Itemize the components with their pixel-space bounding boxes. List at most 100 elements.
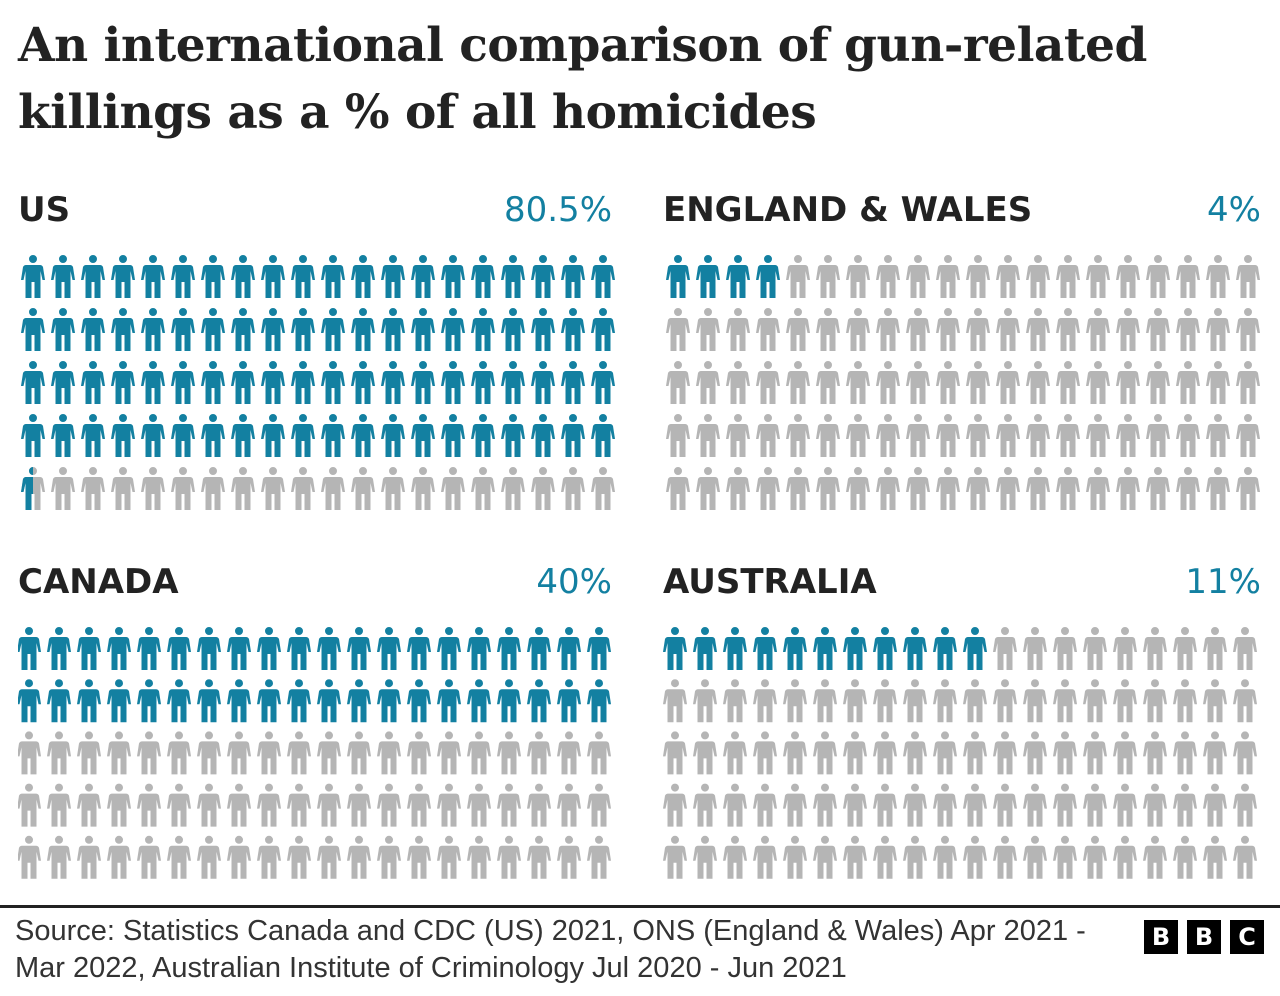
- person-icon: [1143, 783, 1167, 827]
- person-icon: [1113, 627, 1137, 670]
- person-icon: [786, 255, 810, 298]
- person-icon: [1116, 255, 1140, 298]
- person-icon: [1113, 783, 1137, 827]
- person-icon: [467, 783, 491, 827]
- person-icon: [873, 731, 897, 775]
- person-icon: [111, 414, 135, 457]
- person-icon: [996, 308, 1020, 351]
- person-icon: [1206, 255, 1230, 298]
- person-icon: [321, 414, 345, 457]
- person-icon: [906, 308, 930, 351]
- person-icon: [111, 308, 135, 351]
- person-icon: [21, 308, 45, 351]
- person-icon: [873, 679, 897, 723]
- person-icon: [693, 679, 717, 723]
- person-icon: [933, 783, 957, 827]
- person-icon: [377, 731, 401, 775]
- person-icon: [411, 361, 435, 404]
- icon-grid: [663, 627, 1257, 879]
- person-icon: [527, 835, 551, 879]
- person-icon: [846, 414, 870, 457]
- person-icon: [321, 361, 345, 404]
- person-icon: [77, 835, 101, 879]
- person-icon: [107, 679, 131, 723]
- person-icon: [666, 255, 690, 298]
- person-icon: [1056, 467, 1080, 510]
- person-icon: [1083, 679, 1107, 723]
- person-icon: [1206, 467, 1230, 510]
- person-icon: [201, 467, 225, 510]
- person-icon: [1116, 308, 1140, 351]
- person-icon: [993, 731, 1017, 775]
- person-icon: [906, 361, 930, 404]
- person-icon: [1206, 308, 1230, 351]
- person-icon: [411, 467, 435, 510]
- person-icon: [347, 627, 371, 670]
- person-icon: [723, 679, 747, 723]
- person-icon: [1026, 414, 1050, 457]
- person-icon: [557, 835, 581, 879]
- person-icon: [257, 783, 281, 827]
- person-icon: [201, 414, 225, 457]
- person-icon: [813, 783, 837, 827]
- person-icon: [1083, 783, 1107, 827]
- person-icon: [261, 467, 285, 510]
- person-icon: [813, 627, 837, 670]
- person-icon: [501, 414, 525, 457]
- person-icon: [1023, 783, 1047, 827]
- person-icon: [287, 783, 311, 827]
- person-icon: [783, 627, 807, 670]
- person-icon: [1236, 361, 1260, 404]
- person-icon: [666, 308, 690, 351]
- person-icon: [291, 308, 315, 351]
- person-icon: [966, 255, 990, 298]
- person-icon: [1173, 679, 1197, 723]
- person-icon: [903, 835, 927, 879]
- person-icon: [347, 679, 371, 723]
- person-icon: [531, 308, 555, 351]
- person-icon: [18, 627, 41, 670]
- person-icon: [1116, 361, 1140, 404]
- person-icon: [843, 679, 867, 723]
- person-icon: [497, 783, 521, 827]
- person-icon-partial-fill: [21, 467, 33, 510]
- person-icon: [471, 361, 495, 404]
- person-icon: [18, 679, 41, 723]
- person-icon: [963, 783, 987, 827]
- person-icon: [1116, 414, 1140, 457]
- person-icon: [411, 255, 435, 298]
- person-icon: [51, 361, 75, 404]
- person-icon: [467, 835, 491, 879]
- person-icon: [1236, 255, 1260, 298]
- person-icon: [1053, 783, 1077, 827]
- person-icon: [1176, 308, 1200, 351]
- person-icon: [753, 679, 777, 723]
- person-icon: [231, 414, 255, 457]
- person-icon: [407, 835, 431, 879]
- person-icon: [1023, 679, 1047, 723]
- person-icon: [81, 467, 105, 510]
- person-icon: [1203, 627, 1227, 670]
- person-icon: [1083, 835, 1107, 879]
- person-icon: [1203, 783, 1227, 827]
- person-icon: [756, 361, 780, 404]
- person-icon: [936, 361, 960, 404]
- person-icon: [171, 414, 195, 457]
- person-icon: [1176, 361, 1200, 404]
- person-icon: [317, 679, 341, 723]
- person-icon: [1173, 627, 1197, 670]
- person-icon: [786, 467, 810, 510]
- person-icon: [381, 414, 405, 457]
- person-icon: [996, 414, 1020, 457]
- person-icon: [996, 467, 1020, 510]
- person-icon: [846, 255, 870, 298]
- person-icon: [377, 835, 401, 879]
- person-icon: [666, 414, 690, 457]
- person-icon: [1113, 679, 1137, 723]
- person-icon: [531, 255, 555, 298]
- person-icon: [557, 679, 581, 723]
- person-icon: [993, 679, 1017, 723]
- person-icon: [351, 255, 375, 298]
- person-icon: [663, 679, 687, 723]
